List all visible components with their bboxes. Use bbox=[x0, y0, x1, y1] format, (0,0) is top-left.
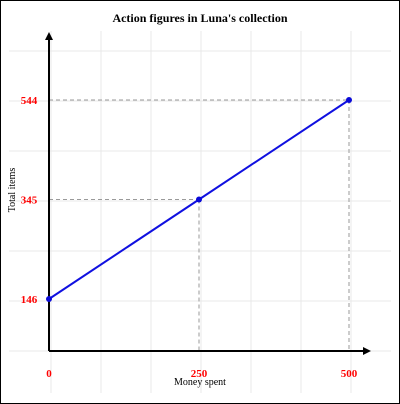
grid bbox=[9, 31, 391, 393]
data-point bbox=[46, 296, 52, 302]
x-tick-label: 250 bbox=[191, 368, 208, 380]
x-tick-label: 0 bbox=[46, 368, 52, 380]
y-tick-labels: 146 345 544 bbox=[21, 95, 38, 306]
y-tick-label: 544 bbox=[21, 95, 38, 107]
data-points bbox=[46, 97, 352, 302]
y-axis-label: Total items bbox=[7, 168, 18, 213]
chart-title: Action figures in Luna's collection bbox=[112, 11, 287, 25]
y-tick-label: 345 bbox=[21, 195, 38, 207]
y-tick-label: 146 bbox=[21, 294, 38, 306]
data-point bbox=[346, 97, 352, 103]
x-tick-labels: 0 250 500 bbox=[46, 368, 358, 380]
x-axis-label: Money spent bbox=[174, 377, 226, 388]
data-point bbox=[196, 196, 202, 203]
x-tick-label: 500 bbox=[341, 368, 358, 380]
guide-lines bbox=[48, 99, 350, 351]
